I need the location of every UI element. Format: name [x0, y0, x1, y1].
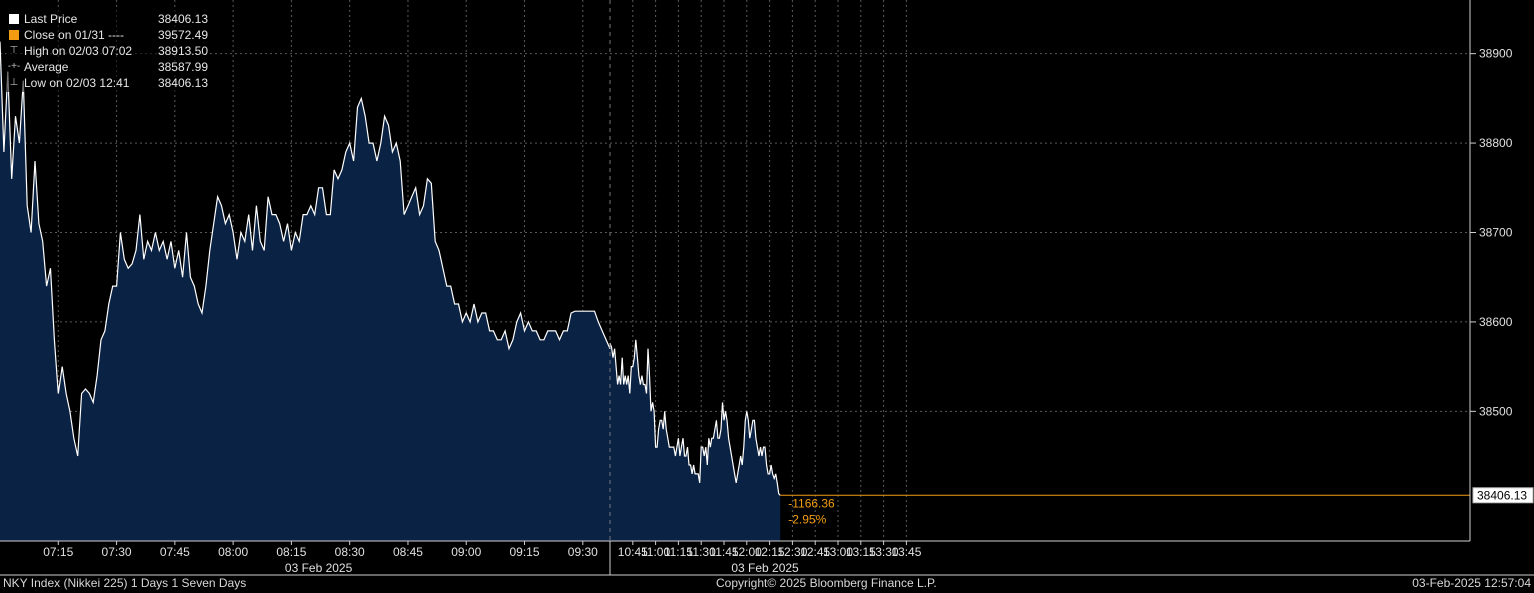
x-tick-label: 08:30 — [335, 545, 365, 559]
legend-label: Last Price — [24, 12, 78, 26]
session-date-label: 03 Feb 2025 — [285, 561, 353, 575]
x-tick-label: 11:15 — [664, 545, 693, 559]
x-tick-label: 11:45 — [709, 545, 738, 559]
legend-item-last-price[interactable]: Last Price 38406.13 — [6, 11, 208, 27]
x-tick-label: 07:30 — [102, 545, 132, 559]
last-price-tag-text: 38406.13 — [1477, 488, 1527, 502]
x-tick-label: 12:15 — [755, 545, 785, 559]
x-tick-label: 09:30 — [568, 545, 598, 559]
legend-value: 39572.49 — [157, 28, 208, 42]
y-tick-label: 38700 — [1479, 225, 1513, 239]
footer-security-label: NKY Index (Nikkei 225) 1 Days 1 Seven Da… — [3, 576, 247, 590]
legend-label: Average — [24, 60, 69, 74]
orange-square-icon — [8, 29, 20, 41]
y-tick-label: 38800 — [1479, 136, 1513, 150]
x-axis-ticks: 07:15 07:30 07:45 08:00 08:15 08:30 08:45 09:00… — [43, 541, 922, 559]
x-tick-label: 08:15 — [276, 545, 306, 559]
x-tick-label: 12:45 — [800, 545, 830, 559]
legend-label: Low on 02/03 12:41 — [24, 76, 130, 90]
x-tick-label: 13:30 — [869, 545, 899, 559]
price-line — [0, 41, 781, 496]
legend-value: 38406.13 — [157, 76, 208, 90]
x-tick-label: 11:30 — [687, 545, 716, 559]
legend-item-average[interactable]: -+- Average 38587.99 — [6, 59, 208, 75]
legend-label: Close on 01/31 ---- — [24, 28, 125, 42]
legend-label: High on 02/03 07:02 — [24, 44, 133, 58]
x-tick-label: 09:15 — [510, 545, 540, 559]
average-marker-icon: -+- — [7, 61, 21, 72]
x-tick-label: 10:45 — [618, 545, 648, 559]
white-square-icon — [8, 13, 20, 25]
x-tick-label: 11:00 — [641, 545, 670, 559]
legend-item-close[interactable]: Close on 01/31 ---- 39572.49 — [6, 27, 208, 43]
legend-value: 38913.50 — [157, 44, 208, 58]
legend-value: 38587.99 — [157, 60, 208, 74]
change-percent: -2.95% — [788, 512, 826, 526]
x-tick-label: 13:00 — [823, 545, 853, 559]
y-tick-label: 38500 — [1479, 404, 1513, 418]
x-tick-label: 09:00 — [451, 545, 481, 559]
legend-value: 38406.13 — [157, 12, 208, 26]
legend-item-high[interactable]: ⊤ High on 02/03 07:02 38913.50 — [6, 43, 208, 59]
x-tick-label: 13:45 — [891, 545, 921, 559]
y-tick-label: 38600 — [1479, 315, 1513, 329]
footer-copyright: Copyright© 2025 Bloomberg Finance L.P. — [716, 576, 937, 590]
legend-item-low[interactable]: ⊥ Low on 02/03 12:41 38406.13 — [6, 75, 208, 91]
axes — [0, 0, 1534, 576]
x-tick-label: 07:45 — [160, 545, 190, 559]
y-axis-ticks: 38500 38600 38700 38800 38900 — [1470, 47, 1513, 418]
legend: Last Price 38406.13 Close on 01/31 ---- … — [6, 10, 210, 92]
price-area-fill — [0, 41, 781, 541]
low-marker-icon: ⊥ — [9, 77, 19, 88]
session-date-label: 03 Feb 2025 — [731, 561, 799, 575]
last-price-tag: 38406.13 — [1472, 487, 1534, 504]
footer-timestamp: 03-Feb-2025 12:57:04 — [1412, 576, 1531, 590]
y-tick-label: 38900 — [1479, 47, 1513, 61]
x-tick-label: 12:30 — [777, 545, 807, 559]
x-tick-label: 13:15 — [846, 545, 876, 559]
x-tick-label: 08:45 — [393, 545, 423, 559]
x-tick-label: 08:00 — [218, 545, 248, 559]
x-tick-label: 12:00 — [732, 545, 762, 559]
high-marker-icon: ⊤ — [9, 45, 19, 56]
change-absolute: -1166.36 — [788, 496, 835, 510]
x-tick-label: 07:15 — [43, 545, 73, 559]
